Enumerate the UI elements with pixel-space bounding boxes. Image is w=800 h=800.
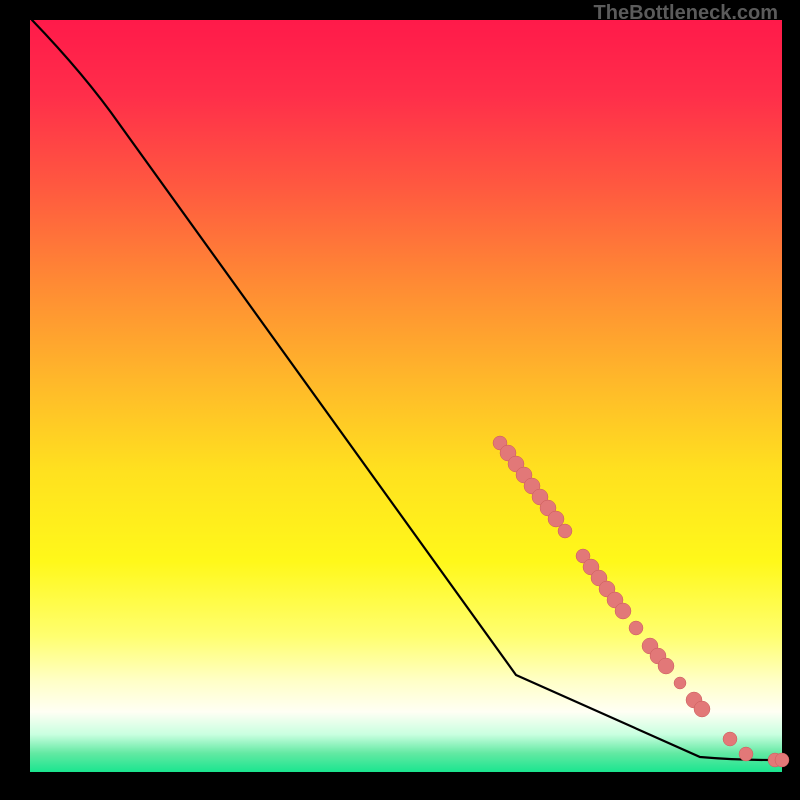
data-marker bbox=[629, 621, 643, 635]
watermark-text: TheBottleneck.com bbox=[594, 2, 778, 25]
data-marker bbox=[658, 658, 674, 674]
data-marker bbox=[739, 747, 753, 761]
data-marker bbox=[558, 524, 572, 538]
data-marker bbox=[723, 732, 737, 746]
gradient-chart bbox=[0, 0, 800, 800]
data-marker bbox=[615, 603, 631, 619]
data-marker bbox=[674, 677, 686, 689]
data-marker bbox=[775, 753, 789, 767]
data-marker bbox=[694, 701, 710, 717]
